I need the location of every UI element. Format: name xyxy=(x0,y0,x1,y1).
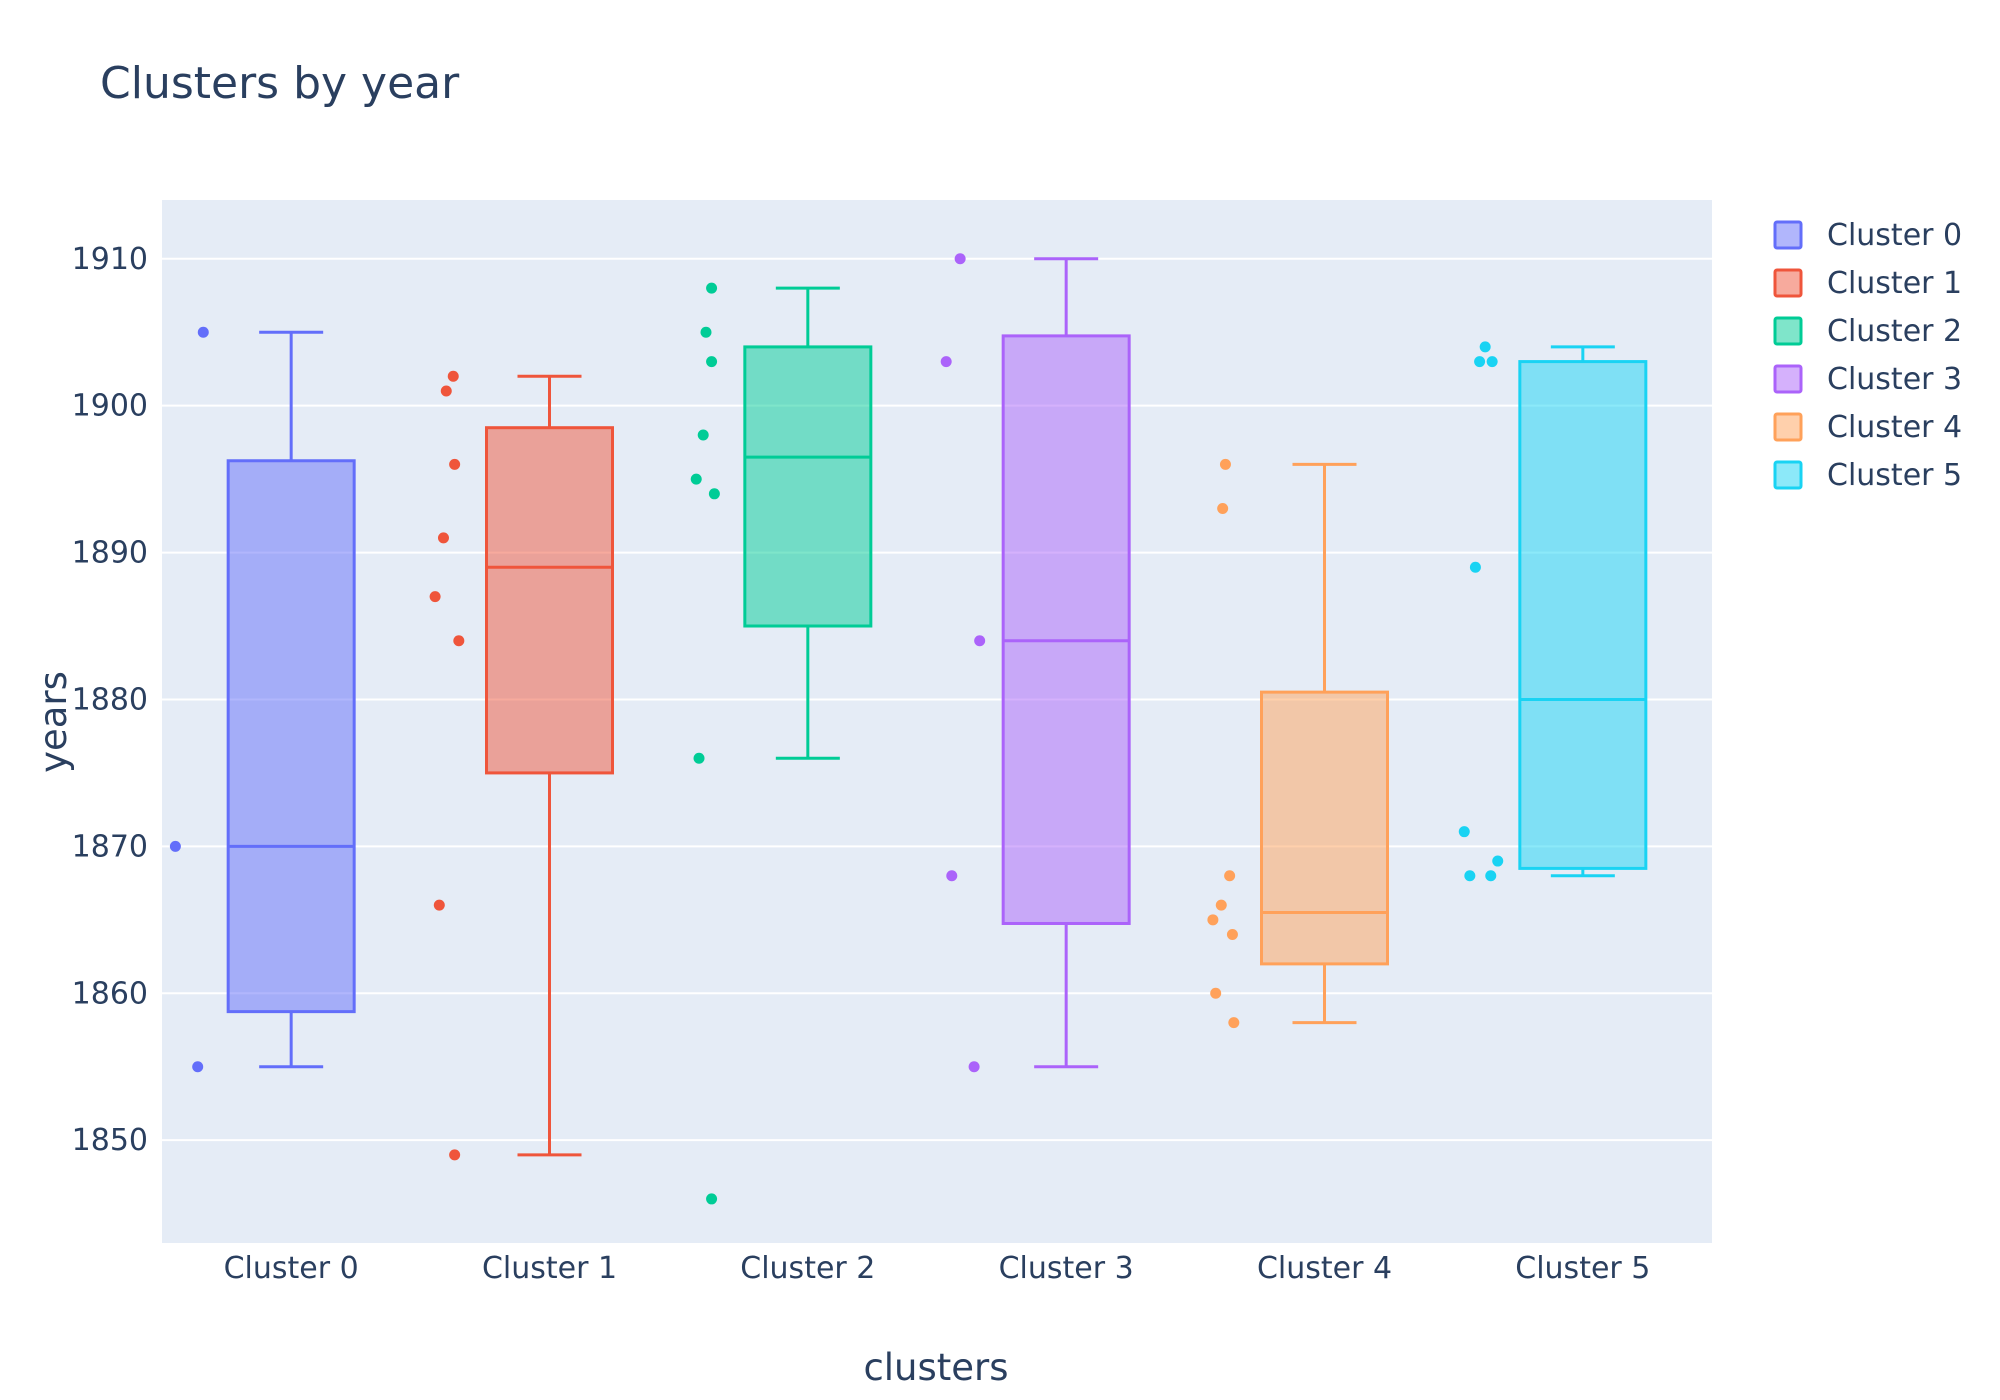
chart-title: Clusters by year xyxy=(100,58,460,109)
data-point xyxy=(169,840,181,852)
legend-swatch xyxy=(1773,412,1803,442)
x-tick-label-3: Cluster 3 xyxy=(999,1251,1134,1286)
data-point xyxy=(429,591,441,603)
legend-item-5: Cluster 5 xyxy=(1773,458,1962,493)
box-traces xyxy=(169,253,1648,1205)
data-point xyxy=(447,370,459,382)
data-point xyxy=(1215,899,1227,911)
grid-lines xyxy=(162,257,1712,1142)
box-trace-5 xyxy=(1458,341,1648,882)
data-point xyxy=(968,1061,980,1073)
data-point xyxy=(1224,870,1236,882)
data-point xyxy=(690,473,702,485)
legend-label: Cluster 1 xyxy=(1827,266,1962,301)
data-point xyxy=(940,356,952,368)
data-point xyxy=(706,282,718,294)
box-trace-0 xyxy=(169,326,356,1073)
y-tick-label-1900: 1900 xyxy=(72,389,148,424)
x-tick-label-1: Cluster 1 xyxy=(482,1251,617,1286)
x-axis-ticks: Cluster 0 Cluster 1 Cluster 2 Cluster 3 Clus… xyxy=(224,1251,1651,1286)
legend-item-4: Cluster 4 xyxy=(1773,410,1962,445)
y-axis-ticks: 1850 1860 1870 1880 1890 1900 1910 xyxy=(72,242,148,1158)
data-point xyxy=(437,532,449,544)
box-trace-3 xyxy=(940,253,1131,1073)
legend-swatch xyxy=(1773,316,1803,346)
iqr-box xyxy=(1518,360,1648,870)
iqr-box xyxy=(485,426,614,775)
data-point xyxy=(693,752,705,764)
data-point xyxy=(706,356,718,368)
data-point xyxy=(1485,870,1497,882)
data-point xyxy=(1479,341,1491,353)
legend-item-1: Cluster 1 xyxy=(1773,266,1962,301)
data-point xyxy=(1469,561,1481,573)
iqr-box xyxy=(1260,690,1389,966)
iqr-box xyxy=(226,459,356,1014)
data-point xyxy=(192,1061,204,1073)
legend-item-0: Cluster 0 xyxy=(1773,218,1962,253)
data-point xyxy=(1207,914,1219,926)
data-point xyxy=(1217,502,1229,514)
y-tick-label-1860: 1860 xyxy=(72,976,148,1011)
x-tick-label-4: Cluster 4 xyxy=(1257,1251,1392,1286)
y-tick-label-1880: 1880 xyxy=(72,682,148,717)
data-point xyxy=(449,458,461,470)
data-point xyxy=(1219,458,1231,470)
iqr-box xyxy=(1001,334,1131,925)
data-point xyxy=(706,1193,718,1205)
box-trace-2 xyxy=(690,282,873,1205)
x-tick-label-2: Cluster 2 xyxy=(740,1251,875,1286)
data-point xyxy=(700,326,712,338)
x-tick-label-0: Cluster 0 xyxy=(224,1251,359,1286)
data-point xyxy=(453,635,465,647)
data-point xyxy=(974,635,986,647)
legend-label: Cluster 5 xyxy=(1827,458,1962,493)
legend-swatch xyxy=(1773,364,1803,394)
data-point xyxy=(1464,870,1476,882)
y-axis-title: years xyxy=(32,671,75,773)
data-point xyxy=(1458,826,1470,838)
data-point xyxy=(946,870,958,882)
legend-swatch xyxy=(1773,220,1803,250)
legend-label: Cluster 3 xyxy=(1827,362,1962,397)
data-point xyxy=(1210,987,1222,999)
data-point xyxy=(197,326,209,338)
y-tick-label-1870: 1870 xyxy=(72,829,148,864)
y-tick-label-1890: 1890 xyxy=(72,536,148,571)
data-point xyxy=(1474,356,1486,368)
data-point xyxy=(697,429,709,441)
legend-label: Cluster 2 xyxy=(1827,314,1962,349)
data-point xyxy=(449,1149,461,1161)
data-point xyxy=(1228,1017,1240,1029)
legend-item-2: Cluster 2 xyxy=(1773,314,1962,349)
plot-background xyxy=(162,200,1712,1243)
legend-label: Cluster 4 xyxy=(1827,410,1962,445)
legend-item-3: Cluster 3 xyxy=(1773,362,1962,397)
y-tick-label-1850: 1850 xyxy=(72,1123,148,1158)
x-tick-label-5: Cluster 5 xyxy=(1515,1251,1650,1286)
box-trace-1 xyxy=(429,370,614,1161)
data-point xyxy=(1486,356,1498,368)
data-point xyxy=(440,385,452,397)
box-trace-4 xyxy=(1207,458,1389,1029)
x-axis-title: clusters xyxy=(863,1346,1008,1389)
data-point xyxy=(1492,855,1504,867)
iqr-box xyxy=(743,345,873,628)
legend-swatch xyxy=(1773,460,1803,490)
data-point xyxy=(708,488,720,500)
y-tick-label-1910: 1910 xyxy=(72,242,148,277)
legend: Cluster 0 Cluster 1 Cluster 2 Cluster 3 Clus… xyxy=(1773,218,1962,493)
data-point xyxy=(1226,929,1238,941)
legend-label: Cluster 0 xyxy=(1827,218,1962,253)
legend-swatch xyxy=(1773,268,1803,298)
data-point xyxy=(433,899,445,911)
data-point xyxy=(954,253,966,265)
